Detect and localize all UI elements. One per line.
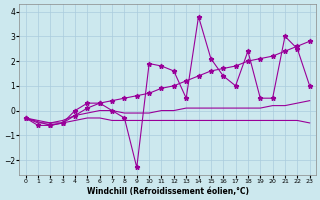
X-axis label: Windchill (Refroidissement éolien,°C): Windchill (Refroidissement éolien,°C)	[87, 187, 249, 196]
